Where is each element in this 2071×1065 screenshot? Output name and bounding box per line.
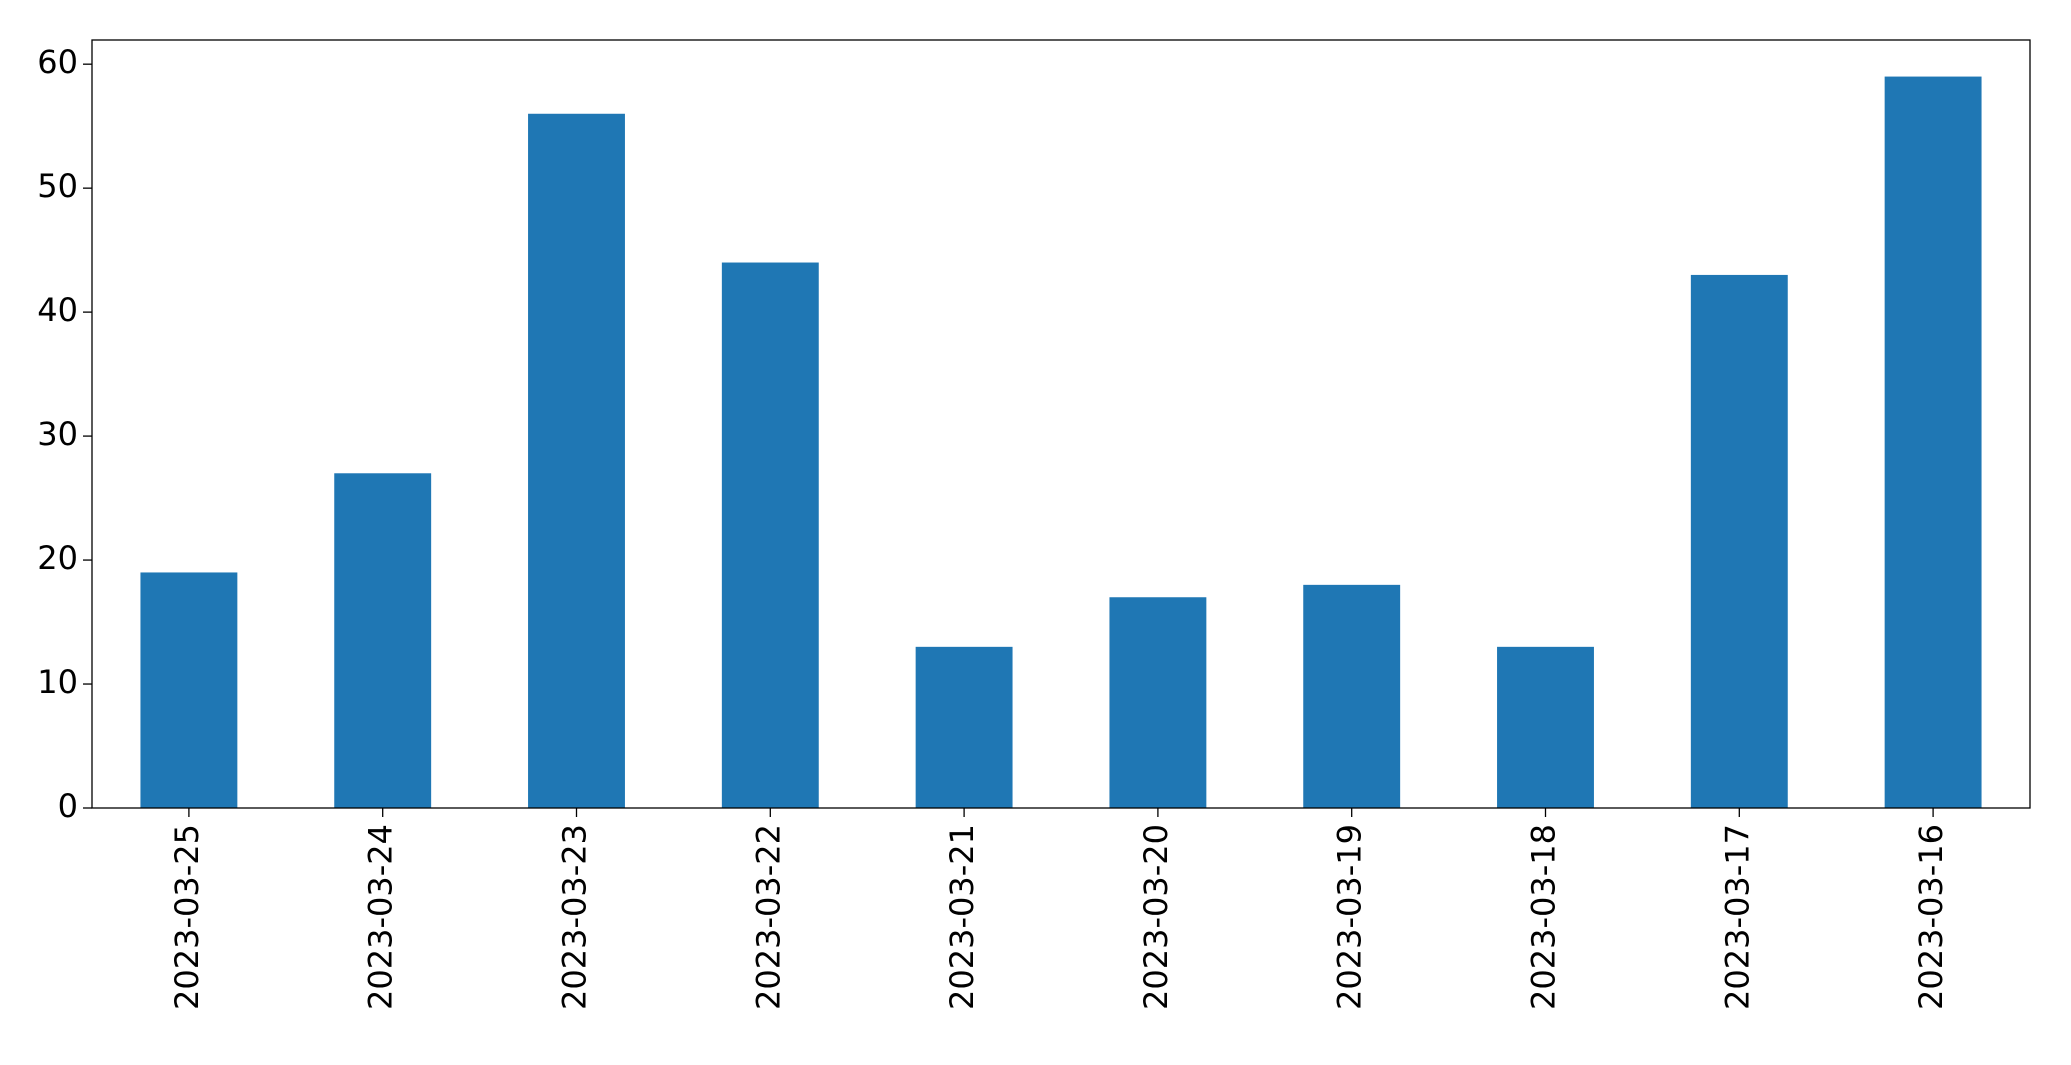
x-tick-label: 2023-03-16: [1912, 824, 1950, 1010]
bar: [1303, 584, 1401, 808]
y-tick-label: 0: [58, 787, 78, 825]
bar: [1884, 76, 1982, 809]
x-tick-label: 2023-03-25: [168, 824, 206, 1010]
y-tick-label: 50: [37, 167, 78, 205]
bar: [140, 572, 238, 808]
x-tick-label: 2023-03-22: [749, 824, 787, 1010]
x-tick-label: 2023-03-18: [1525, 824, 1563, 1010]
bar: [1109, 597, 1207, 808]
bar: [915, 646, 1013, 808]
y-tick-label: 40: [37, 291, 78, 329]
x-tick-label: 2023-03-19: [1331, 824, 1369, 1010]
plot-frame: [91, 39, 2031, 809]
y-tick-label: 30: [37, 415, 78, 453]
bar: [1497, 646, 1594, 808]
bar: [1690, 274, 1788, 808]
y-tick-label: 10: [37, 663, 78, 701]
bar: [334, 473, 432, 808]
x-tick-label: 2023-03-23: [556, 824, 594, 1010]
y-tick-label: 20: [37, 539, 78, 577]
x-tick-label: 2023-03-21: [943, 824, 981, 1010]
x-tick-label: 2023-03-24: [362, 824, 400, 1010]
bar: [721, 262, 819, 808]
y-tick-label: 60: [37, 43, 78, 81]
x-tick-label: 2023-03-20: [1137, 824, 1175, 1010]
x-tick-label: 2023-03-17: [1718, 824, 1756, 1010]
bar: [528, 113, 625, 809]
